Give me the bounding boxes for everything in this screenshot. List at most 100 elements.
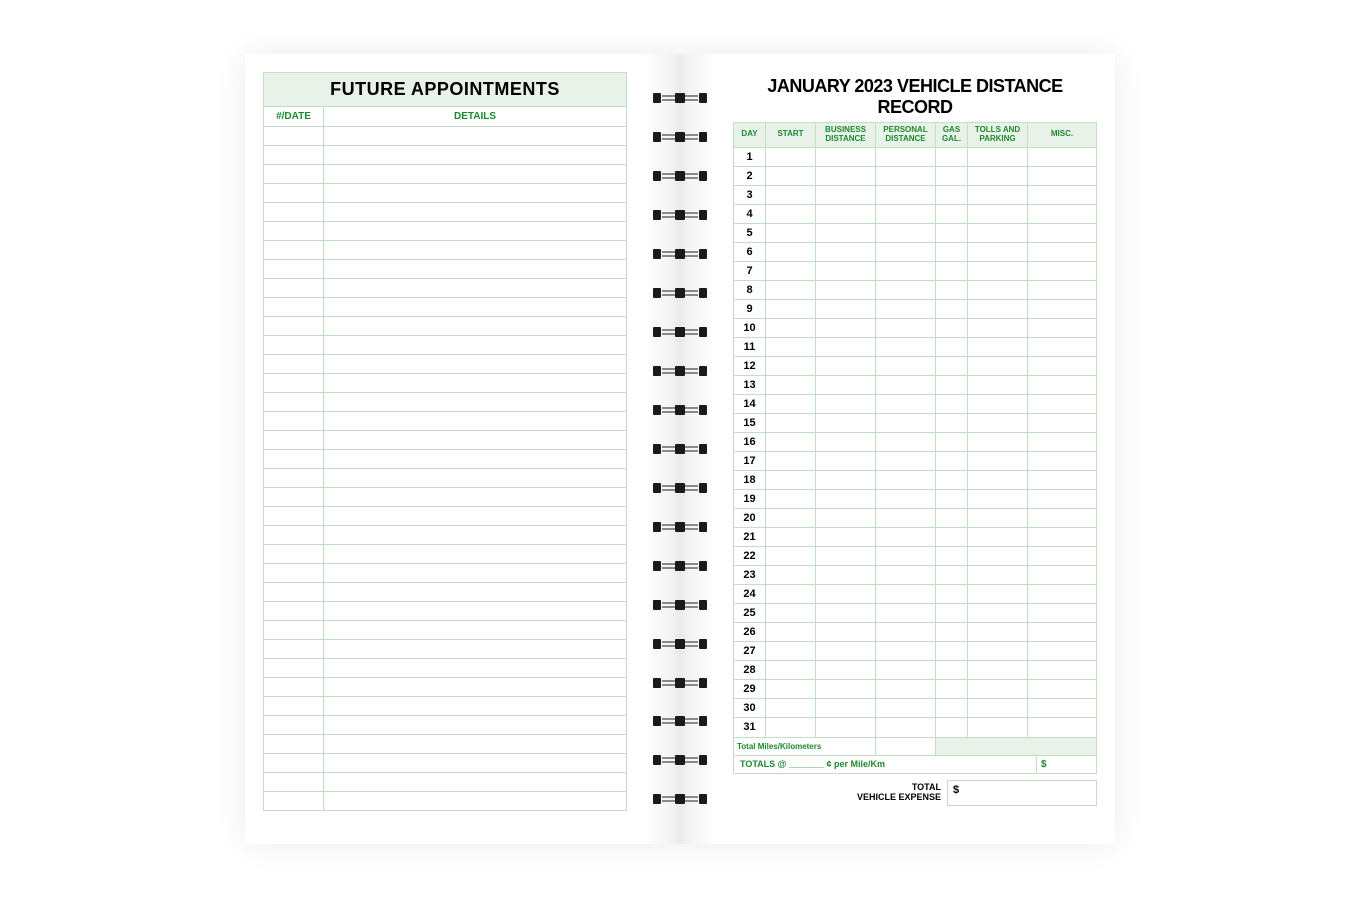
day-number: 3 xyxy=(734,186,766,204)
distance-row: 7 xyxy=(734,262,1096,281)
distance-row: 27 xyxy=(734,642,1096,661)
distance-row: 12 xyxy=(734,357,1096,376)
right-title: JANUARY 2023 VEHICLE DISTANCE RECORD xyxy=(733,72,1097,122)
appointment-row xyxy=(264,773,626,792)
header-business: BUSINESS DISTANCE xyxy=(816,123,876,147)
day-number: 11 xyxy=(734,338,766,356)
day-number: 2 xyxy=(734,167,766,185)
totals-dollar-cell: $ xyxy=(1036,756,1096,773)
distance-row: 13 xyxy=(734,376,1096,395)
distance-row: 28 xyxy=(734,661,1096,680)
spiral-ring-icon xyxy=(645,210,715,220)
day-number: 7 xyxy=(734,262,766,280)
header-details: DETAILS xyxy=(324,107,626,126)
distance-row: 21 xyxy=(734,528,1096,547)
appointment-row xyxy=(264,564,626,583)
appointment-row xyxy=(264,355,626,374)
spiral-ring-icon xyxy=(645,755,715,765)
spiral-ring-icon xyxy=(645,366,715,376)
appointment-row xyxy=(264,393,626,412)
appointment-row xyxy=(264,545,626,564)
distance-rows: 1234567891011121314151617181920212223242… xyxy=(734,148,1096,737)
day-number: 18 xyxy=(734,471,766,489)
appointment-row xyxy=(264,678,626,697)
header-day: DAY xyxy=(734,123,766,147)
appointment-row xyxy=(264,241,626,260)
appointment-row xyxy=(264,127,626,146)
header-personal: PERSONAL DISTANCE xyxy=(876,123,936,147)
day-number: 30 xyxy=(734,699,766,717)
day-number: 1 xyxy=(734,148,766,166)
distance-row: 18 xyxy=(734,471,1096,490)
header-start: START xyxy=(766,123,816,147)
distance-row: 16 xyxy=(734,433,1096,452)
spiral-ring-icon xyxy=(645,93,715,103)
planner-spread: FUTURE APPOINTMENTS #/DATE DETAILS JANUA… xyxy=(245,54,1115,844)
distance-row: 11 xyxy=(734,338,1096,357)
header-date: #/DATE xyxy=(264,107,324,126)
appointment-row xyxy=(264,469,626,488)
distance-headers: DAY START BUSINESS DISTANCE PERSONAL DIS… xyxy=(734,123,1096,148)
distance-row: 29 xyxy=(734,680,1096,699)
spiral-ring-icon xyxy=(645,716,715,726)
spiral-ring-icon xyxy=(645,639,715,649)
distance-row: 1 xyxy=(734,148,1096,167)
appointment-row xyxy=(264,279,626,298)
spiral-ring-icon xyxy=(645,327,715,337)
spiral-ring-icon xyxy=(645,600,715,610)
distance-row: 26 xyxy=(734,623,1096,642)
day-number: 31 xyxy=(734,718,766,737)
day-number: 6 xyxy=(734,243,766,261)
spiral-ring-icon xyxy=(645,794,715,804)
appointment-row xyxy=(264,583,626,602)
spiral-ring-icon xyxy=(645,561,715,571)
distance-row: 17 xyxy=(734,452,1096,471)
day-number: 29 xyxy=(734,680,766,698)
appointment-row xyxy=(264,146,626,165)
spiral-ring-icon xyxy=(645,483,715,493)
appointment-row xyxy=(264,621,626,640)
distance-row: 5 xyxy=(734,224,1096,243)
appointment-row xyxy=(264,374,626,393)
day-number: 8 xyxy=(734,281,766,299)
spiral-ring-icon xyxy=(645,405,715,415)
left-column-headers: #/DATE DETAILS xyxy=(263,107,627,127)
appointment-row xyxy=(264,754,626,773)
day-number: 26 xyxy=(734,623,766,641)
appointment-row xyxy=(264,431,626,450)
appointment-row xyxy=(264,260,626,279)
distance-row: 19 xyxy=(734,490,1096,509)
appointment-row xyxy=(264,792,626,811)
appointment-row xyxy=(264,298,626,317)
day-number: 16 xyxy=(734,433,766,451)
distance-row: 8 xyxy=(734,281,1096,300)
header-tolls: TOLLS AND PARKING xyxy=(968,123,1028,147)
day-number: 27 xyxy=(734,642,766,660)
spiral-ring-icon xyxy=(645,678,715,688)
day-number: 25 xyxy=(734,604,766,622)
day-number: 12 xyxy=(734,357,766,375)
totals-rate-label: TOTALS @ _______ ¢ per Mile/Km xyxy=(734,759,885,769)
right-page: JANUARY 2023 VEHICLE DISTANCE RECORD DAY… xyxy=(715,54,1115,844)
appointment-row xyxy=(264,526,626,545)
day-number: 9 xyxy=(734,300,766,318)
appointment-row xyxy=(264,507,626,526)
total-expense-label: TOTALVEHICLE EXPENSE xyxy=(857,783,941,803)
distance-row: 3 xyxy=(734,186,1096,205)
day-number: 19 xyxy=(734,490,766,508)
distance-row: 14 xyxy=(734,395,1096,414)
distance-row: 31 xyxy=(734,718,1096,737)
distance-row: 6 xyxy=(734,243,1096,262)
footer-shaded-region xyxy=(936,738,1096,755)
day-number: 24 xyxy=(734,585,766,603)
total-miles-cell xyxy=(876,738,936,755)
appointment-row xyxy=(264,450,626,469)
distance-row: 22 xyxy=(734,547,1096,566)
spiral-binding xyxy=(645,54,715,844)
day-number: 4 xyxy=(734,205,766,223)
appointment-row xyxy=(264,716,626,735)
appointment-row xyxy=(264,735,626,754)
distance-row: 4 xyxy=(734,205,1096,224)
appointment-row xyxy=(264,203,626,222)
appointment-row xyxy=(264,697,626,716)
